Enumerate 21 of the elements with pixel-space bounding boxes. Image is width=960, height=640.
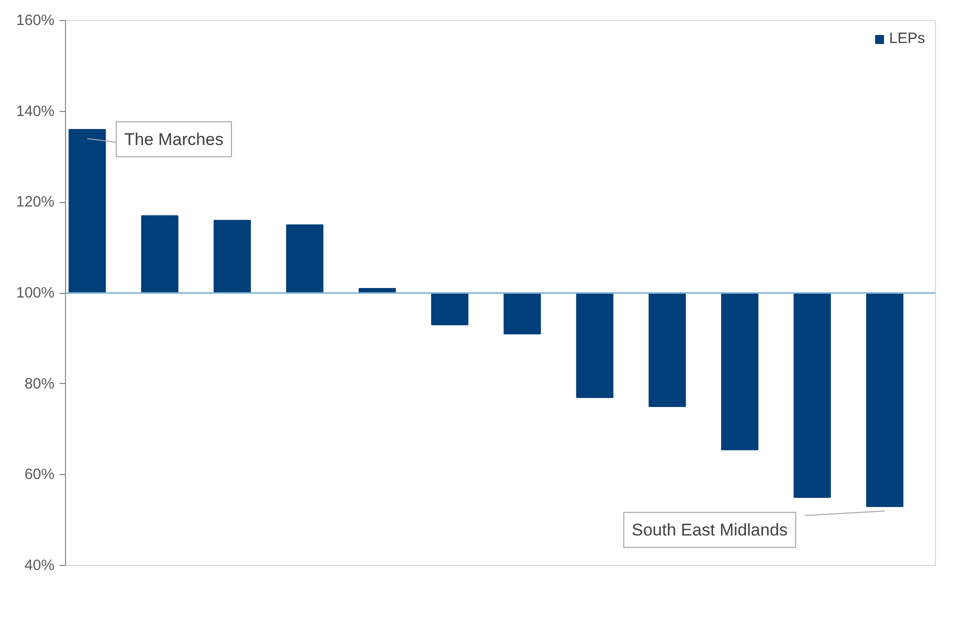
bar [648, 292, 686, 408]
y-tick-label: 60% [24, 466, 55, 484]
bar [141, 215, 178, 294]
y-tick-label: 160% [16, 12, 55, 29]
y-tick-label: 80% [24, 375, 55, 392]
y-tick-label: 120% [16, 194, 55, 211]
y-tick-label: 140% [16, 102, 55, 120]
bar [504, 292, 541, 334]
bar [794, 292, 831, 498]
bar [286, 224, 324, 294]
bar [576, 292, 614, 398]
bar [866, 292, 904, 507]
legend-label: LEPs [889, 30, 925, 47]
y-tick-label: 100% [16, 284, 55, 302]
bar [431, 292, 468, 326]
y-tick-label: 40% [24, 557, 55, 574]
annotation: The Marches [124, 130, 224, 149]
annotation: South East Midlands [632, 520, 788, 540]
bar [214, 220, 251, 294]
bar [68, 129, 106, 294]
bar [721, 292, 758, 450]
